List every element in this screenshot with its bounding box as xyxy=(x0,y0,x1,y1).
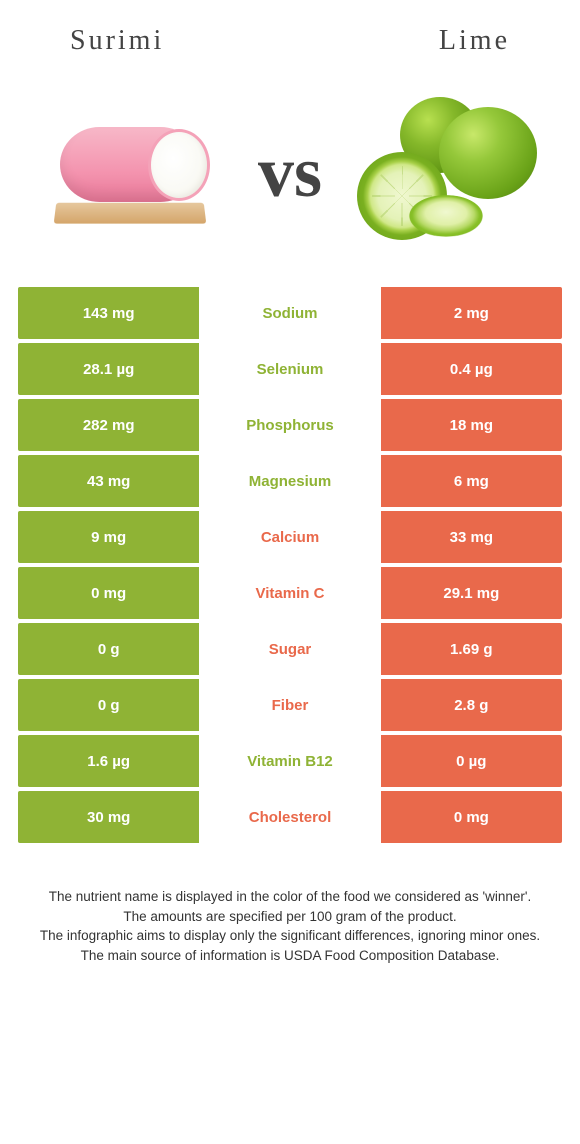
value-right: 0 µg xyxy=(381,735,562,787)
value-left: 282 mg xyxy=(18,399,199,451)
table-row: 0 gSugar1.69 g xyxy=(18,623,562,675)
value-right: 6 mg xyxy=(381,455,562,507)
lime-image xyxy=(350,92,550,252)
footer-notes: The nutrient name is displayed in the co… xyxy=(0,847,580,985)
table-row: 282 mgPhosphorus18 mg xyxy=(18,399,562,451)
table-row: 9 mgCalcium33 mg xyxy=(18,511,562,563)
value-left: 0 g xyxy=(18,679,199,731)
surimi-image xyxy=(30,92,230,252)
nutrient-label: Sugar xyxy=(199,623,380,675)
value-right: 0.4 µg xyxy=(381,343,562,395)
value-left: 43 mg xyxy=(18,455,199,507)
nutrient-label: Vitamin C xyxy=(199,567,380,619)
value-right: 2.8 g xyxy=(381,679,562,731)
title-right: Lime xyxy=(439,25,510,57)
footer-line: The main source of information is USDA F… xyxy=(25,946,555,966)
footer-line: The amounts are specified per 100 gram o… xyxy=(25,907,555,927)
nutrient-label: Cholesterol xyxy=(199,791,380,843)
header: Surimi Lime xyxy=(0,0,580,67)
value-right: 0 mg xyxy=(381,791,562,843)
footer-line: The infographic aims to display only the… xyxy=(25,926,555,946)
table-row: 1.6 µgVitamin B120 µg xyxy=(18,735,562,787)
table-row: 30 mgCholesterol0 mg xyxy=(18,791,562,843)
table-row: 0 gFiber2.8 g xyxy=(18,679,562,731)
nutrient-label: Fiber xyxy=(199,679,380,731)
value-left: 0 g xyxy=(18,623,199,675)
value-left: 30 mg xyxy=(18,791,199,843)
value-left: 1.6 µg xyxy=(18,735,199,787)
value-right: 33 mg xyxy=(381,511,562,563)
value-left: 28.1 µg xyxy=(18,343,199,395)
vs-label: vs xyxy=(258,131,322,214)
value-left: 9 mg xyxy=(18,511,199,563)
value-left: 0 mg xyxy=(18,567,199,619)
nutrient-label: Phosphorus xyxy=(199,399,380,451)
nutrient-label: Vitamin B12 xyxy=(199,735,380,787)
table-row: 43 mgMagnesium6 mg xyxy=(18,455,562,507)
nutrient-label: Selenium xyxy=(199,343,380,395)
table-row: 143 mgSodium2 mg xyxy=(18,287,562,339)
value-right: 29.1 mg xyxy=(381,567,562,619)
footer-line: The nutrient name is displayed in the co… xyxy=(25,887,555,907)
title-left: Surimi xyxy=(70,25,164,57)
table-row: 0 mgVitamin C29.1 mg xyxy=(18,567,562,619)
value-left: 143 mg xyxy=(18,287,199,339)
nutrient-label: Calcium xyxy=(199,511,380,563)
value-right: 2 mg xyxy=(381,287,562,339)
table-row: 28.1 µgSelenium0.4 µg xyxy=(18,343,562,395)
hero-row: vs xyxy=(0,67,580,287)
nutrient-label: Magnesium xyxy=(199,455,380,507)
value-right: 18 mg xyxy=(381,399,562,451)
nutrient-table: 143 mgSodium2 mg28.1 µgSelenium0.4 µg282… xyxy=(0,287,580,843)
value-right: 1.69 g xyxy=(381,623,562,675)
nutrient-label: Sodium xyxy=(199,287,380,339)
